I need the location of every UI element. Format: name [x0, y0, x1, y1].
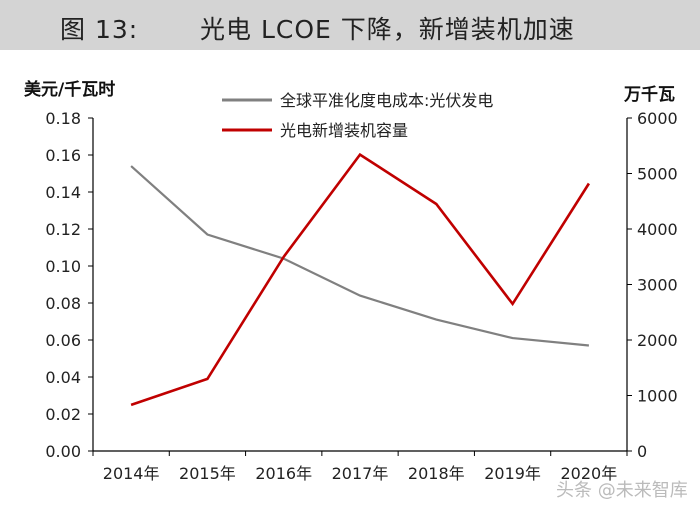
left-tick-label: 0.10	[45, 257, 81, 276]
right-axis-unit: 万千瓦	[623, 85, 675, 105]
left-tick-label: 0.16	[45, 146, 81, 165]
x-tick-label: 2015年	[179, 464, 236, 483]
x-tick-label: 2016年	[255, 464, 312, 483]
left-tick-labels: 0.18 0.16 0.14 0.12 0.10 0.08 0.06 0.04 0.02 0.00	[45, 109, 81, 461]
left-tick-label: 0.06	[45, 331, 81, 350]
watermark: 头条 @未来智库	[556, 480, 688, 501]
right-tick-label: 2000	[637, 331, 678, 350]
right-tick-label: 3000	[637, 276, 678, 295]
series-lines	[130, 152, 590, 407]
right-tick-labels: 6000 5000 4000 3000 2000 1000 0	[637, 109, 678, 461]
right-tick-label: 1000	[637, 387, 678, 406]
x-tick-label: 2019年	[484, 464, 541, 483]
left-tick-label: 0.14	[45, 183, 81, 202]
x-tick-label: 2017年	[332, 464, 389, 483]
left-tick-label: 0.08	[45, 294, 81, 313]
capacity-line	[130, 152, 590, 407]
legend: 全球平准化度电成本:光伏发电 光电新增装机容量	[222, 91, 493, 140]
legend-label-lcoe: 全球平准化度电成本:光伏发电	[280, 91, 493, 110]
x-tick-label: 2020年	[560, 464, 617, 483]
left-tick-label: 0.00	[45, 442, 81, 461]
right-tick-label: 5000	[637, 165, 678, 184]
left-axis-unit: 美元/千瓦时	[24, 79, 115, 100]
title-bar: 图 13: 光电 LCOE 下降，新增装机加速	[0, 0, 700, 50]
right-tick-label: 6000	[637, 109, 678, 128]
figure-number: 图 13:	[60, 15, 139, 44]
legend-label-capacity: 光电新增装机容量	[280, 121, 408, 140]
right-tick-label: 0	[637, 442, 647, 461]
figure-title: 光电 LCOE 下降，新增装机加速	[200, 15, 575, 44]
lcoe-line	[130, 165, 590, 347]
x-tick-label: 2014年	[103, 464, 160, 483]
left-tick-label: 0.02	[45, 405, 81, 424]
left-tick-label: 0.12	[45, 220, 81, 239]
right-tick-label: 4000	[637, 220, 678, 239]
left-tick-label: 0.18	[45, 109, 81, 128]
axes	[88, 117, 632, 456]
x-tick-labels: 2014年 2015年 2016年 2017年 2018年 2019年 2020年	[103, 464, 617, 483]
left-tick-label: 0.04	[45, 368, 81, 387]
x-tick-label: 2018年	[408, 464, 465, 483]
